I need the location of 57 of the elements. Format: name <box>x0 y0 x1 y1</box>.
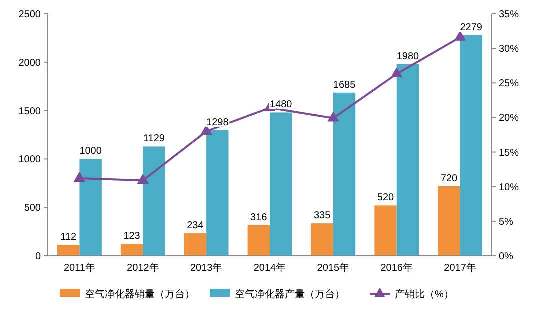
y2-tick-label: 5% <box>499 216 514 228</box>
y2-tick-label: 10% <box>499 182 520 194</box>
x-tick-label: 2013年 <box>190 262 223 274</box>
y-tick-label: 0 <box>35 252 42 262</box>
point <box>454 30 466 41</box>
x-tick-label: 2012年 <box>127 262 160 274</box>
bar <box>333 92 356 256</box>
y2-tick-label: 30% <box>499 44 520 56</box>
data-label: 1000 <box>80 146 102 158</box>
bar <box>270 112 292 256</box>
data-label: 335 <box>314 210 332 222</box>
point <box>74 172 86 182</box>
data-label: 112 <box>60 232 78 244</box>
y2-tick-label: 0% <box>499 252 514 262</box>
bar <box>143 146 166 256</box>
bar <box>438 186 460 256</box>
y-tick-label: 1500 <box>18 106 42 118</box>
y2-tick-label: 20% <box>499 113 520 124</box>
data-label: 720 <box>440 173 458 184</box>
y2-tick-label: 15% <box>499 148 520 159</box>
data-label: 1980 <box>396 51 420 62</box>
y-tick-label: 2000 <box>18 58 42 69</box>
legend-label: 产销比（%） <box>395 288 454 300</box>
legend-label: 空气净化器产量（万台） <box>235 288 345 300</box>
y-tick-label: 1000 <box>18 154 42 166</box>
data-label: 1685 <box>333 80 356 91</box>
bar <box>206 130 229 256</box>
point <box>200 124 212 135</box>
bar <box>311 224 334 256</box>
bar <box>248 225 270 256</box>
data-label: 520 <box>377 192 395 204</box>
bar <box>374 206 397 256</box>
data-label: 123 <box>124 231 141 242</box>
x-tick-label: 2017年 <box>444 262 476 274</box>
data-label: 1129 <box>143 134 166 145</box>
point <box>328 112 340 122</box>
data-label: 316 <box>250 212 268 224</box>
point <box>137 174 150 184</box>
bar <box>184 233 207 256</box>
bar <box>396 64 420 256</box>
point <box>390 67 403 78</box>
y-tick-label: 500 <box>24 203 42 214</box>
bar <box>120 244 144 256</box>
y2-tick-label: 35% <box>499 10 520 20</box>
legend-label: 空气净化器销量（万台） <box>85 288 195 300</box>
y2-tick-label: 25% <box>499 78 520 90</box>
bar <box>58 245 80 256</box>
x-tick-label: 2015年 <box>317 262 350 274</box>
bar <box>80 159 102 256</box>
x-tick-label: 2011年 <box>64 262 96 274</box>
x-tick-label: 2016年 <box>380 262 413 274</box>
data-label: 1298 <box>206 117 230 128</box>
bar <box>460 35 482 256</box>
data-label: 2279 <box>460 22 483 34</box>
x-tick-label: 2014年 <box>254 262 286 274</box>
y-tick-label: 2500 <box>18 10 42 20</box>
data-label: 234 <box>187 220 204 232</box>
